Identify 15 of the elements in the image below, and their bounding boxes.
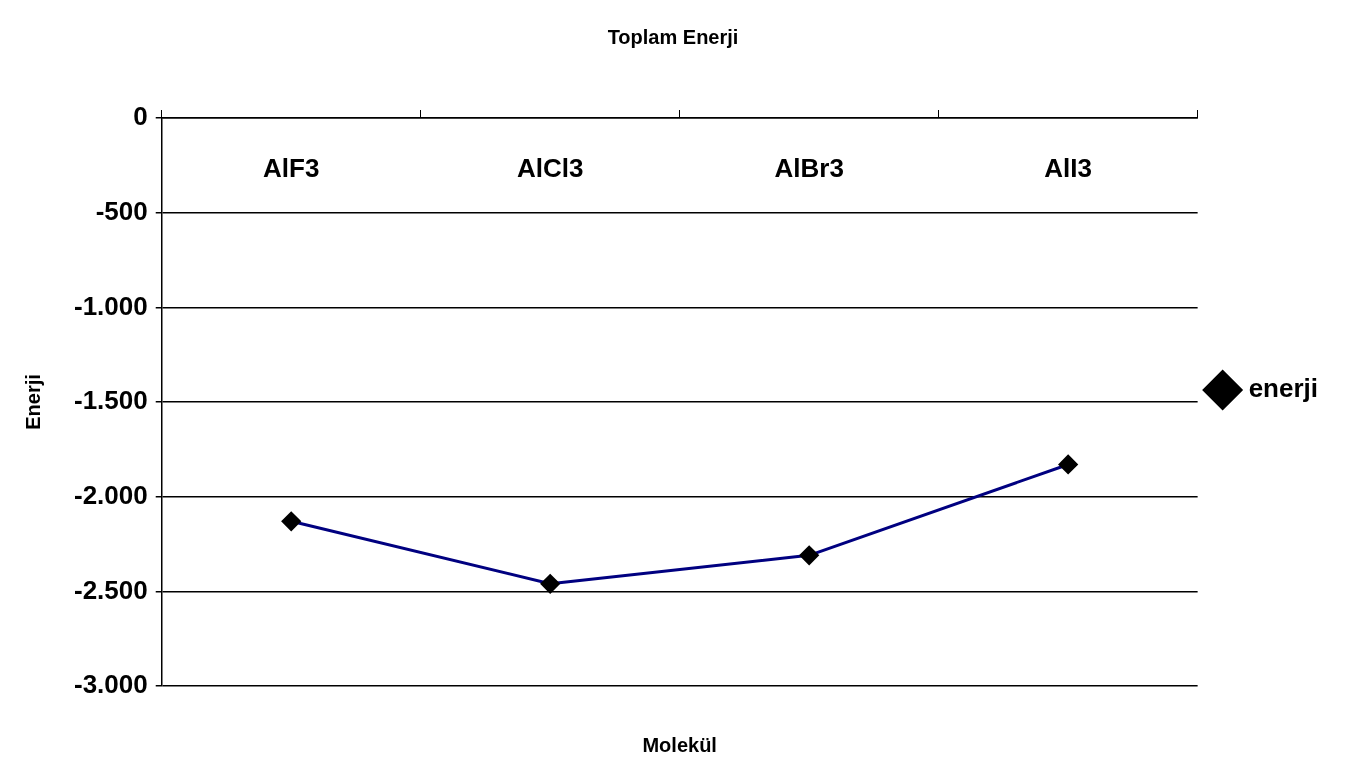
chart-title: Toplam Enerji: [607, 25, 739, 48]
y-tick-label: -3.000: [73, 669, 148, 700]
y-tick-label: -1.000: [73, 290, 148, 321]
y-axis-title: Enerji: [21, 374, 44, 430]
x-tick-label: AlF3: [263, 153, 320, 184]
legend-label: enerji: [1248, 373, 1319, 404]
y-tick-label: -500: [95, 195, 148, 226]
y-tick-label: -1.500: [73, 385, 148, 416]
x-tick-label: AlBr3: [774, 153, 844, 184]
x-axis-title: Molekül: [642, 733, 717, 756]
y-tick-label: -2.000: [73, 479, 148, 510]
x-tick-label: AlI3: [1044, 153, 1092, 184]
y-tick-label: 0: [133, 101, 148, 132]
x-tick-label: AlCl3: [516, 153, 584, 184]
y-tick-label: -2.500: [73, 574, 148, 605]
